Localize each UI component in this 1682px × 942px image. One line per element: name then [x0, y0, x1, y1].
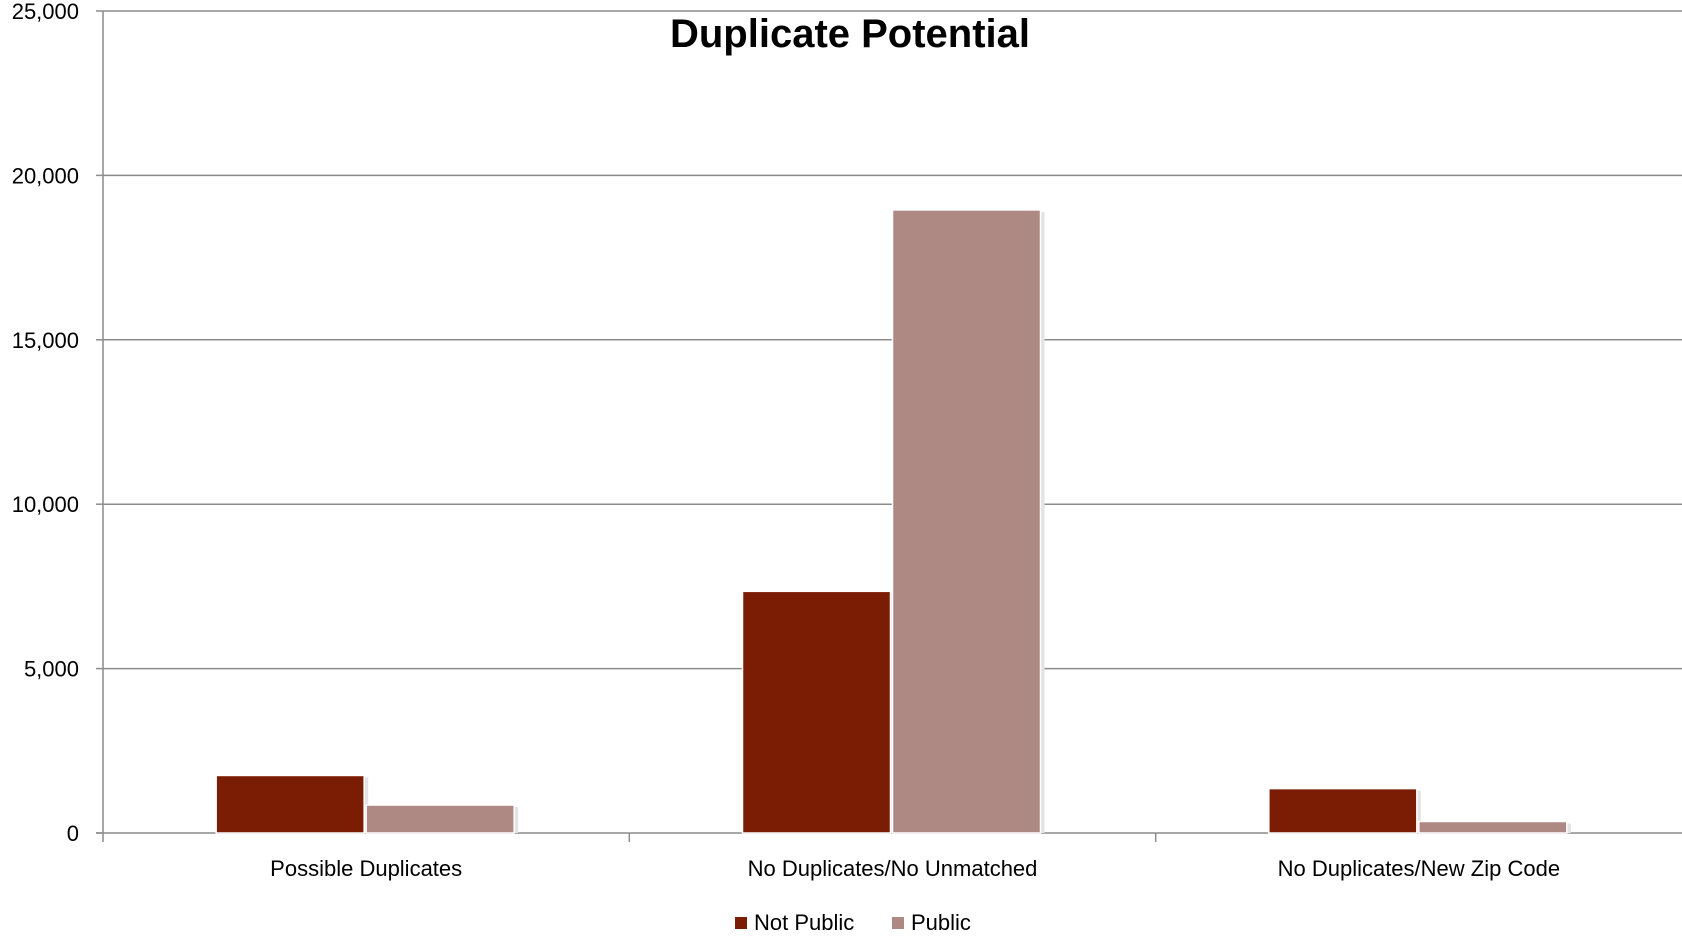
- legend-label: Public: [911, 910, 971, 935]
- bar-not-public[interactable]: [215, 774, 365, 834]
- bars: [215, 209, 1571, 834]
- y-tick-label: 5,000: [24, 657, 79, 682]
- bar-public[interactable]: [365, 804, 515, 834]
- x-tick-label: Possible Duplicates: [270, 856, 462, 881]
- y-tick-label: 20,000: [12, 163, 79, 188]
- x-tick-label: No Duplicates/No Unmatched: [748, 856, 1038, 881]
- legend-label: Not Public: [754, 910, 854, 935]
- legend-swatch: [892, 917, 904, 929]
- chart-title: Duplicate Potential: [670, 12, 1030, 56]
- y-tick-label: 0: [67, 821, 79, 846]
- bar-public[interactable]: [1418, 820, 1568, 834]
- bar-not-public[interactable]: [741, 590, 892, 834]
- x-tick-labels: Possible Duplicates No Duplicates/No Unma…: [270, 833, 1560, 881]
- y-tick-label: 25,000: [12, 0, 79, 24]
- y-tick-label: 15,000: [12, 328, 79, 353]
- legend-swatch: [735, 917, 747, 929]
- x-tick-label: No Duplicates/New Zip Code: [1278, 856, 1560, 881]
- bar-not-public[interactable]: [1268, 787, 1418, 834]
- y-tick-label: 10,000: [12, 492, 79, 517]
- y-tick-labels: 0 5,000 10,000 15,000 20,000 25,000: [12, 0, 79, 846]
- legend: Not Public Public: [735, 910, 971, 935]
- bar-public[interactable]: [891, 209, 1042, 834]
